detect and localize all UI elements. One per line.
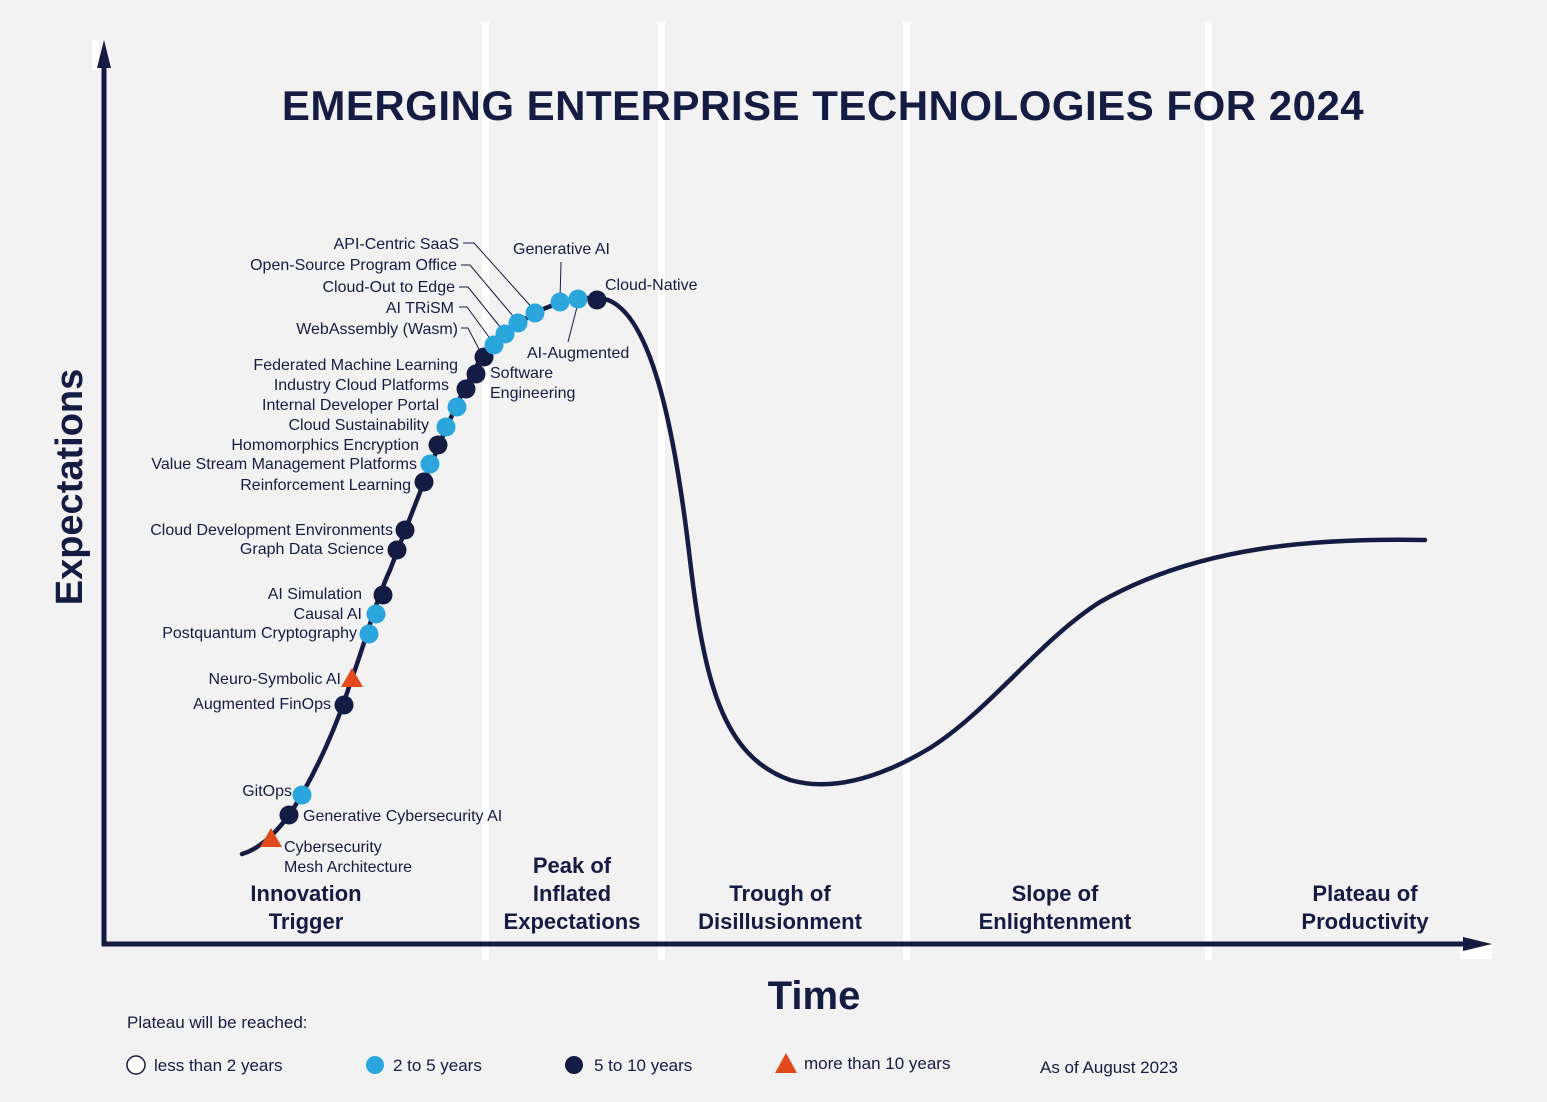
tech-label: Homomorphics Encryption <box>231 437 419 454</box>
tech-marker <box>387 540 407 560</box>
phase-separator <box>903 22 910 960</box>
tech-label: Cloud Development Environments <box>150 522 393 539</box>
leader-line <box>567 306 578 343</box>
leader-line <box>459 306 495 345</box>
tech-label: Generative Cybersecurity AI <box>303 808 502 825</box>
phase-label-slope: Slope of Enlightenment <box>979 881 1132 934</box>
tech-label: AI Simulation <box>268 586 362 603</box>
tech-marker <box>428 435 448 455</box>
phase-separator <box>482 22 489 960</box>
tech-label: WebAssembly (Wasm) <box>296 321 458 338</box>
tech-label: Postquantum Cryptography <box>162 625 357 642</box>
tech-marker <box>373 585 393 605</box>
tech-marker <box>436 417 456 437</box>
tech-label: Open-Source Program Office <box>250 257 457 274</box>
tech-marker <box>420 454 440 474</box>
x-axis-label: Time <box>768 974 861 1018</box>
legend-label: more than 10 years <box>804 1054 950 1073</box>
legend-marker-blue-circle <box>366 1056 384 1074</box>
tech-label: GitOps <box>242 783 292 800</box>
tech-marker <box>395 520 415 540</box>
tech-label: Neuro-Symbolic AI <box>209 671 342 688</box>
legend-marker-white-circle <box>126 1055 146 1075</box>
tech-label: Generative AI <box>513 241 610 258</box>
tech-label: Internal Developer Portal <box>262 397 439 414</box>
technology-markers <box>260 289 607 847</box>
x-axis-arrow <box>1463 937 1492 951</box>
tech-label: Cloud-Out to Edge <box>322 279 455 296</box>
as-of-note: As of August 2023 <box>1040 1058 1178 1077</box>
tech-marker <box>260 828 282 847</box>
tech-label: AI TRiSM <box>386 300 454 317</box>
phase-separator <box>1205 22 1212 960</box>
legend-heading: Plateau will be reached: <box>127 1013 308 1032</box>
phase-label-plateau: Plateau of Productivity <box>1301 881 1429 934</box>
tech-label: API-Centric SaaS <box>334 236 459 253</box>
tech-label: Cybersecurity Mesh Architecture <box>284 839 412 876</box>
y-axis-arrow <box>97 40 111 68</box>
tech-marker <box>414 472 434 492</box>
axis-cap <box>92 40 99 70</box>
legend-label: 5 to 10 years <box>594 1056 692 1075</box>
legend-marker-navy-circle <box>565 1056 583 1074</box>
tech-marker <box>508 313 528 333</box>
legend-label: 2 to 5 years <box>393 1056 482 1075</box>
phase-separator <box>658 22 665 960</box>
tech-marker <box>447 397 467 417</box>
tech-marker <box>292 785 312 805</box>
tech-label: Reinforcement Learning <box>240 477 411 494</box>
phase-labels: Innovation Trigger Peak of Inflated Expecta… <box>250 853 1429 934</box>
leader-lines <box>459 242 578 356</box>
phase-label-peak: Peak of Inflated Expectations <box>504 853 641 934</box>
tech-label: Cloud Sustainability <box>288 417 429 434</box>
leader-line <box>461 327 483 356</box>
tech-marker <box>495 324 515 344</box>
phase-label-trough: Trough of Disillusionment <box>698 881 862 934</box>
tech-marker <box>587 290 607 310</box>
leader-line <box>459 286 506 334</box>
leader-line <box>461 264 519 323</box>
tech-marker <box>466 364 486 384</box>
chart-title: EMERGING ENTERPRISE TECHNOLOGIES FOR 202… <box>282 82 1364 129</box>
axes <box>97 40 1492 951</box>
tech-label: Cloud-Native <box>605 277 698 294</box>
tech-marker <box>359 624 379 644</box>
phase-label-innovation-trigger: Innovation Trigger <box>250 881 361 934</box>
tech-marker <box>550 292 570 312</box>
tech-label: Graph Data Science <box>240 541 384 558</box>
legend-marker-orange-triangle <box>775 1053 797 1073</box>
tech-marker <box>279 805 299 825</box>
leader-line <box>463 242 536 312</box>
legend: Plateau will be reached: less than 2 yea… <box>126 1013 1178 1077</box>
technology-labels: Cybersecurity Mesh Architecture Generativ… <box>150 236 697 876</box>
tech-label: AI-Augmented Software Engineering <box>490 345 629 402</box>
y-axis-label: Expectations <box>49 369 91 606</box>
tech-label: Federated Machine Learning <box>253 357 458 374</box>
tech-marker <box>366 604 386 624</box>
tech-label: Augmented FinOps <box>193 696 331 713</box>
tech-marker <box>456 379 476 399</box>
tech-marker <box>341 668 363 687</box>
tech-label: Causal AI <box>294 606 362 623</box>
legend-label: less than 2 years <box>154 1056 283 1075</box>
tech-marker <box>568 289 588 309</box>
tech-label: Value Stream Management Platforms <box>151 456 417 473</box>
tech-marker <box>334 695 354 715</box>
tech-label: Industry Cloud Platforms <box>274 377 449 394</box>
tech-marker <box>525 303 545 323</box>
